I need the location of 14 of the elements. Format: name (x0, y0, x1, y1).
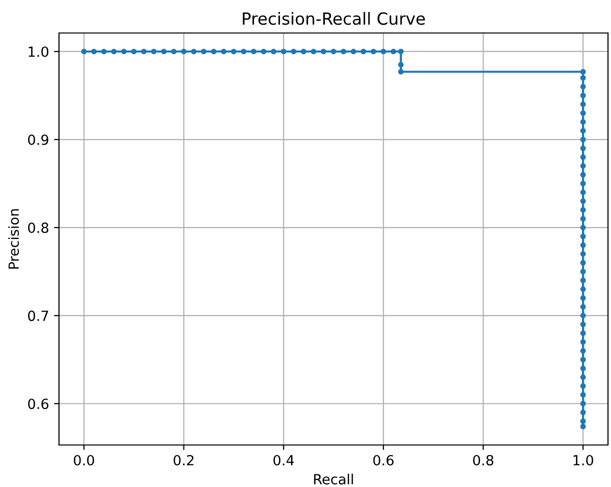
x-tick-label: 0.8 (473, 454, 494, 466)
x-tick-label: 1.0 (574, 454, 594, 466)
chart-title: Precision-Recall Curve (242, 12, 425, 25)
y-tick-label: 0.8 (28, 222, 48, 234)
y-axis-title: Precision (8, 209, 19, 269)
x-tick-label: 0.0 (74, 454, 94, 466)
y-tick-label: 0.7 (28, 310, 48, 322)
x-tick-label: 0.4 (273, 454, 294, 466)
x-tick-label: 0.2 (174, 454, 194, 466)
y-tick-label: 0.9 (28, 134, 48, 145)
y-tick-label: 0.6 (28, 398, 48, 410)
y-tick-label: 1.0 (28, 46, 48, 57)
x-axis-title: Recall (314, 474, 353, 484)
x-tick-label: 0.6 (373, 454, 394, 466)
